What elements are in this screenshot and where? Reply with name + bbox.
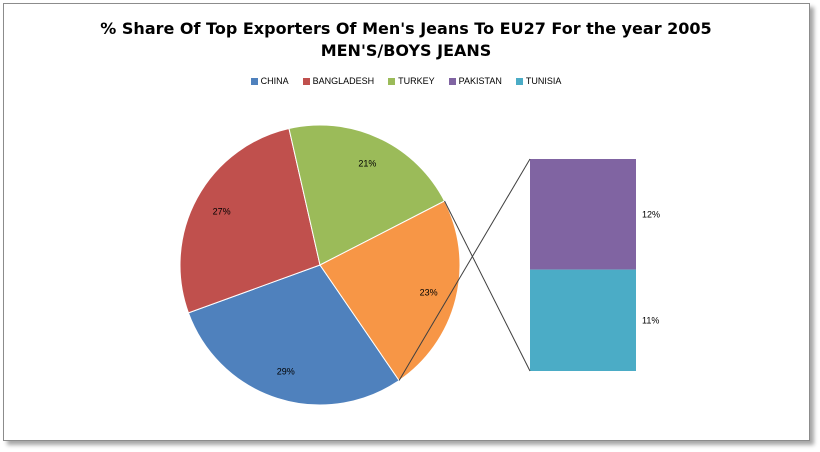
legend-item-bangladesh: BANGLADESH (302, 76, 375, 86)
pie-label-other: 23% (420, 287, 438, 297)
legend-label-tunisia: TUNISIA (525, 76, 562, 86)
legend-item-china: CHINA (250, 76, 289, 86)
legend-item-turkey: TURKEY (388, 76, 435, 86)
connector-line-top (398, 158, 531, 381)
pie-label-bangladesh: 27% (213, 206, 231, 216)
chart-title: % Share Of Top Exporters Of Men's Jeans … (100, 19, 712, 38)
legend-swatch-turkey (388, 77, 396, 85)
legend-label-china: CHINA (260, 76, 289, 86)
legend-swatch-pakistan (448, 77, 456, 85)
legend-swatch-tunisia (515, 77, 523, 85)
chart-subtitle: MEN'S/BOYS JEANS (320, 41, 492, 60)
pie-label-china: 29% (277, 367, 295, 377)
pie-label-turkey: 21% (358, 158, 376, 168)
bar-label-pakistan: 12% (642, 209, 660, 219)
legend-label-turkey: TURKEY (398, 76, 435, 86)
legend-swatch-china (250, 77, 258, 85)
legend-label-bangladesh: BANGLADESH (312, 76, 375, 86)
pie-slice-other (319, 200, 461, 382)
pie-slice-bangladesh (179, 127, 321, 314)
pie-slice-china (187, 264, 400, 406)
pie-slice-turkey (288, 124, 446, 266)
chart-legend: CHINA BANGLADESH TURKEY PAKISTAN TUNISIA (0, 76, 812, 86)
bar-segment-pakistan (530, 159, 636, 270)
bar-segment-tunisia (530, 269, 636, 371)
legend-item-tunisia: TUNISIA (515, 76, 562, 86)
bar-label-tunisia: 11% (642, 315, 659, 325)
connector-line-bottom (444, 200, 531, 372)
legend-label-pakistan: PAKISTAN (458, 76, 502, 86)
legend-swatch-bangladesh (302, 77, 310, 85)
legend-item-pakistan: PAKISTAN (448, 76, 502, 86)
